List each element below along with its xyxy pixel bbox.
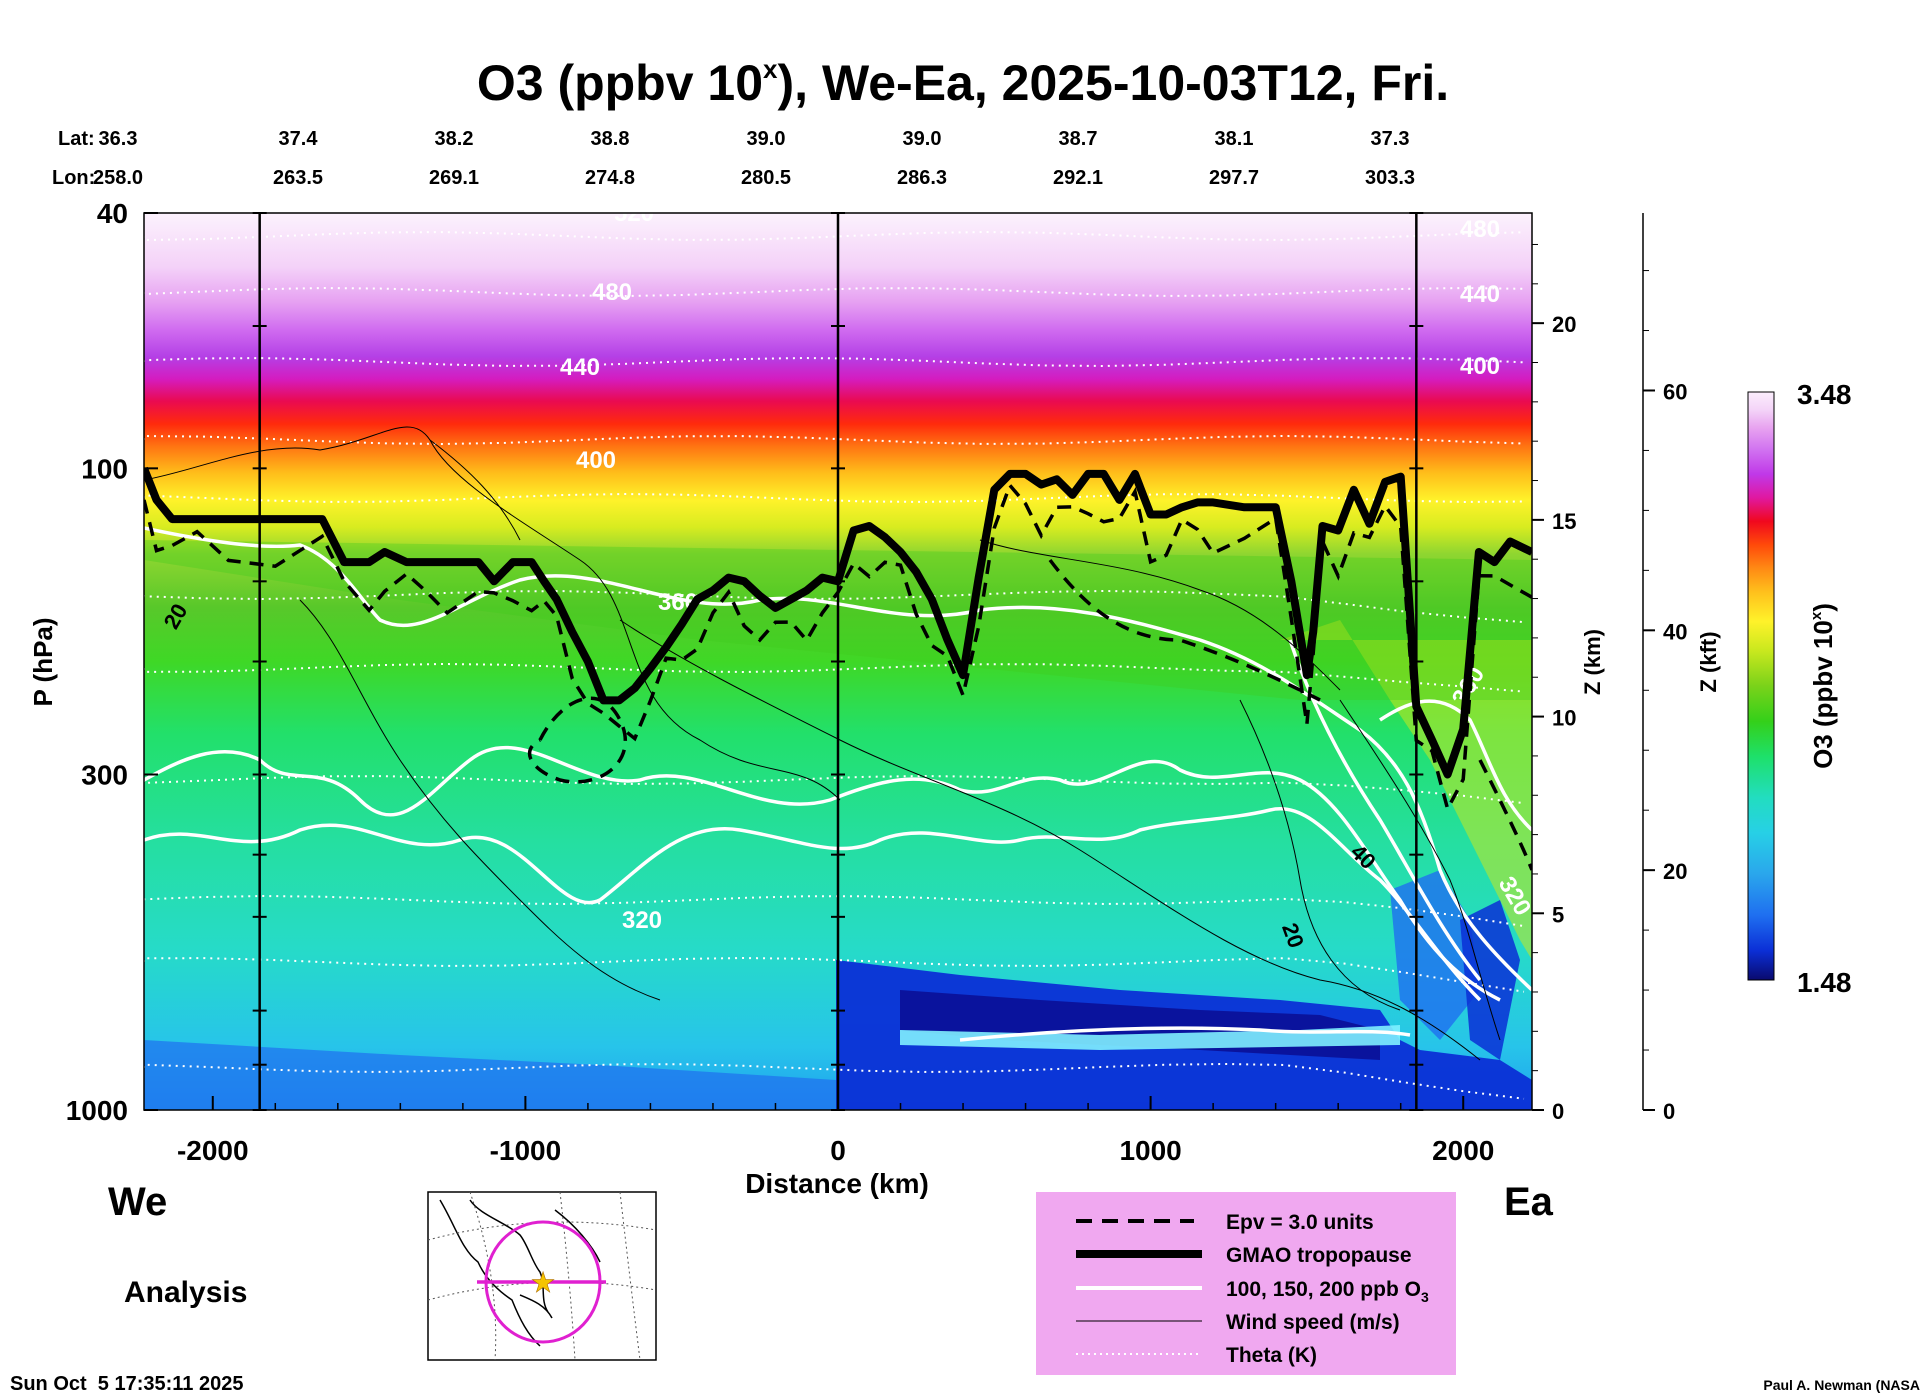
lat-value: 39.0 [903, 128, 942, 150]
theta-isentrope [144, 493, 1525, 503]
z-kft-tick-label: 0 [1663, 1099, 1675, 1124]
theta-isentrope [144, 589, 1525, 624]
y-tick-label: 1000 [66, 1095, 128, 1126]
vertical-markers [252, 212, 1424, 1111]
theta-isentrope [144, 1062, 1525, 1100]
x-axis-title: Distance (km) [745, 1168, 929, 1199]
lat-value: 38.7 [1059, 128, 1098, 150]
legend-label-theta: Theta (K) [1226, 1344, 1317, 1367]
lon-row-label: Lon: [52, 167, 95, 189]
analysis-label: Analysis [124, 1276, 247, 1309]
theta-label: 320 [622, 907, 662, 934]
ozone-contour [144, 526, 1532, 992]
theta-label: 480 [1460, 216, 1500, 243]
y-tick-label: 300 [81, 759, 128, 790]
x-tick-label: 2000 [1432, 1135, 1494, 1166]
z-kft-tick-label: 40 [1663, 619, 1687, 644]
x-tick-label: -2000 [177, 1135, 249, 1166]
lon-value: 303.3 [1365, 167, 1415, 189]
colorbar-title: O3 (ppbv 10x) [1808, 603, 1838, 769]
epv-contour [527, 696, 628, 784]
x-tick-label: -1000 [490, 1135, 562, 1166]
theta-isentrope [144, 663, 1525, 693]
theta-isentrope [144, 357, 1525, 367]
footer-credit: Paul A. Newman (NASA [1763, 1377, 1920, 1393]
lat-value: 38.8 [591, 128, 630, 150]
colorbar [1747, 391, 1775, 981]
y-tick-label: 40 [97, 198, 128, 229]
legend-label-tropopause: GMAO tropopause [1226, 1244, 1412, 1267]
y-axis-title: P (hPa) [28, 617, 58, 706]
axes: -2000 -1000 0 1000 2000 40 100 300 1000 0 5 10 15 20 0… [66, 198, 1688, 1166]
legend-label-wind: Wind speed (m/s) [1226, 1311, 1400, 1334]
theta-isentrope [144, 895, 1525, 928]
x-tick-label: 1000 [1119, 1135, 1181, 1166]
z-kft-tick-label: 20 [1663, 859, 1687, 884]
lat-value: 37.4 [279, 128, 319, 150]
legend-label-epv: Epv = 3.0 units [1226, 1211, 1374, 1234]
theta-label: 400 [1460, 353, 1500, 380]
lat-value: 38.1 [1215, 128, 1254, 150]
y-tick-label: 100 [81, 453, 128, 484]
wind-speed-contour [1339, 699, 1501, 1041]
z-kft-tick-label: 60 [1663, 379, 1687, 404]
tropopause-line [144, 466, 1532, 779]
direction-east: Ea [1504, 1180, 1554, 1224]
ozone-contour [959, 1026, 1411, 1042]
footer-timestamp: Sun Oct 5 17:35:11 2025 [10, 1373, 243, 1394]
dark-column-east [1460, 900, 1520, 1060]
lat-value: 38.2 [435, 128, 474, 150]
tropopause-layer [144, 466, 1532, 871]
lat-value: 39.0 [747, 128, 786, 150]
locator-map: ★ [427, 1191, 657, 1361]
wind-speed-contour [299, 599, 661, 1001]
x-tick-label: 0 [830, 1135, 846, 1166]
z-km-tick-label: 0 [1552, 1099, 1564, 1124]
colorbar-min-label: 1.48 [1797, 967, 1852, 998]
lat-lon-labels: 36.3 37.4 38.2 38.8 39.0 39.0 38.7 38.1 37.3 258.… [93, 128, 1415, 189]
chart-title: O3 (ppbv 10x), We-Ea, 2025-10-03T12, Fri… [477, 54, 1449, 111]
lon-value: 274.8 [585, 167, 635, 189]
ozone-contour [1379, 699, 1532, 832]
wind-speed-contour [1239, 699, 1401, 1011]
z-kft-axis-title: Z (kft) [1696, 631, 1721, 692]
z-km-tick-label: 5 [1552, 902, 1564, 927]
map-center-star-icon: ★ [530, 1267, 555, 1298]
theta-isentrope [144, 286, 1525, 297]
wind-speed-contour [144, 426, 841, 801]
theta-label: 520 [614, 200, 654, 227]
z-km-tick-label: 15 [1552, 509, 1576, 534]
direction-west: We [108, 1180, 167, 1224]
ozone-contour [144, 745, 1501, 1002]
legend-label-ozone: 100, 150, 200 ppb O3 [1226, 1278, 1429, 1305]
z-km-tick-label: 20 [1552, 312, 1576, 337]
lon-value: 280.5 [741, 167, 791, 189]
lon-value: 258.0 [93, 167, 143, 189]
lon-value: 286.3 [897, 167, 947, 189]
theta-label: 440 [560, 354, 600, 381]
lat-value: 37.3 [1371, 128, 1410, 150]
blue-column-east [1390, 870, 1480, 1040]
legend: Epv = 3.0 units GMAO tropopause 100, 150… [1036, 1192, 1456, 1375]
lat-value: 36.3 [99, 128, 138, 150]
lon-value: 269.1 [429, 167, 479, 189]
ozone-contour [144, 806, 1482, 1002]
lon-value: 263.5 [273, 167, 323, 189]
epv-contour [1048, 558, 1321, 702]
lat-row-label: Lat: [58, 128, 95, 150]
lon-value: 292.1 [1053, 167, 1103, 189]
z-km-axis-title: Z (km) [1580, 629, 1605, 695]
theta-label: 440 [1460, 281, 1500, 308]
wind-speed-contour [619, 619, 1481, 1061]
theta-label: 400 [576, 447, 616, 474]
theta-label: 480 [592, 279, 632, 306]
theta-isentrope [144, 956, 1525, 993]
colorbar-max-label: 3.48 [1797, 379, 1852, 410]
low-ozone-region-west [144, 1040, 836, 1110]
lon-value: 297.7 [1209, 167, 1259, 189]
wind-speed-contour [429, 439, 521, 541]
theta-isentrope [144, 774, 1525, 805]
z-km-tick-label: 10 [1552, 706, 1576, 731]
